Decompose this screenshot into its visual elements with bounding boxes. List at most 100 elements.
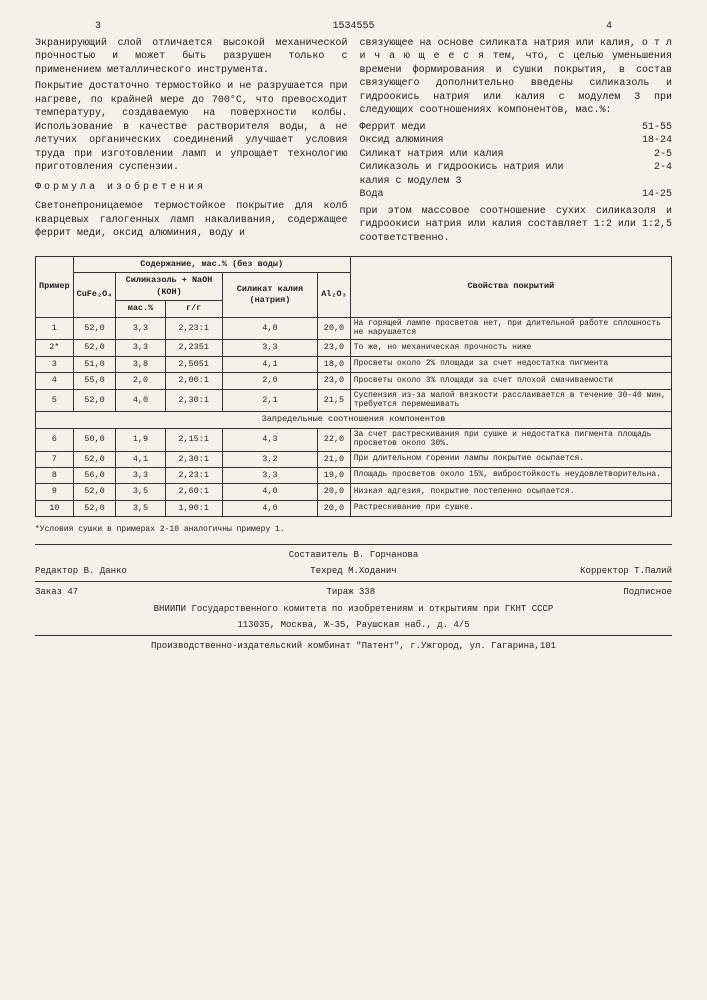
cell-desc: Растрескивание при сушке. <box>350 500 671 516</box>
cell-c1: 52,0 <box>73 484 116 500</box>
cell-c5: 20,0 <box>318 317 351 340</box>
table-row: 5 52,0 4,0 2,30:1 2,1 21,5 Суспензия из-… <box>36 389 672 412</box>
para-3: Светонепроницаемое термостойкое покрытие… <box>35 200 348 241</box>
component-row: Силикат натрия или калия2-5 <box>360 148 673 162</box>
cell-c5: 20,0 <box>318 484 351 500</box>
cell-c3: 1,90:1 <box>165 500 222 516</box>
cell-c3: 2,00:1 <box>165 373 222 389</box>
cell-desc: За счет растрескивания при сушке и недос… <box>350 428 671 451</box>
para-1: Экранирующий слой отличается высокой мех… <box>35 37 348 78</box>
cell-c4: 2,1 <box>222 389 318 412</box>
address-1: 113035, Москва, Ж-35, Раушская наб., д. … <box>35 619 672 631</box>
cell-c3: 2,5051 <box>165 356 222 372</box>
para-r2: при этом массовое соотношение сухих сили… <box>360 205 673 246</box>
comp-name: Оксид алюминия <box>360 134 444 148</box>
cell-desc: Площадь просветов около 15%, вибростойко… <box>350 468 671 484</box>
cell-c2: 3,5 <box>116 500 165 516</box>
table-row: 7 52,0 4,1 2,30:1 3,2 21,0 При длительно… <box>36 451 672 467</box>
cell-c3: 2,23:1 <box>165 317 222 340</box>
cell-n: 2* <box>36 340 74 356</box>
comp-name: Феррит меди <box>360 121 426 135</box>
cell-c1: 52,0 <box>73 500 116 516</box>
th-cufe: CuFe₂O₄ <box>73 273 116 317</box>
cell-c2: 4,0 <box>116 389 165 412</box>
th-al: Al₂O₃ <box>318 273 351 317</box>
page-numbers: 3 1534555 4 <box>35 20 672 34</box>
th-example: Пример <box>36 257 74 318</box>
table-row: 8 56,0 3,3 2,23:1 3,3 19,0 Площадь просв… <box>36 468 672 484</box>
cell-c2: 3,3 <box>116 317 165 340</box>
cell-c2: 3,5 <box>116 484 165 500</box>
cell-c1: 52,0 <box>73 317 116 340</box>
editor: Редактор В. Данко <box>35 565 127 577</box>
order: Заказ 47 <box>35 586 78 598</box>
cell-c1: 52,0 <box>73 340 116 356</box>
cell-c2: 3,3 <box>116 468 165 484</box>
circulation: Тираж 338 <box>327 586 376 598</box>
cell-c4: 4,0 <box>222 484 318 500</box>
component-row: Силиказоль и гидроокись натрия или калия… <box>360 161 673 188</box>
cell-n: 7 <box>36 451 74 467</box>
cell-c4: 3,3 <box>222 468 318 484</box>
component-row: Вода 14-25 <box>360 188 673 202</box>
comp-val: 2-4 <box>654 161 672 188</box>
para-r1: связующее на основе силиката натрия или … <box>360 37 673 118</box>
cell-n: 4 <box>36 373 74 389</box>
comp-val: 14-25 <box>642 188 672 202</box>
left-column: Экранирующий слой отличается высокой мех… <box>35 34 348 249</box>
corrector: Корректор Т.Палий <box>580 565 672 577</box>
comp-val: 18-24 <box>642 134 672 148</box>
patent-number: 1534555 <box>332 20 374 34</box>
page-left: 3 <box>95 20 101 34</box>
th-mas: мас.% <box>116 301 165 317</box>
comp-val: 2-5 <box>654 148 672 162</box>
cell-c3: 2,30:1 <box>165 389 222 412</box>
table-row: 2* 52,0 3,3 2,2351 3,3 23,0 То же, но ме… <box>36 340 672 356</box>
cell-n: 6 <box>36 428 74 451</box>
org: ВНИИПИ Государственного комитета по изоб… <box>35 603 672 615</box>
components-list: Феррит меди51-55Оксид алюминия18-24Силик… <box>360 121 673 202</box>
comp-name: Вода <box>360 188 384 202</box>
cell-desc: Просветы около 2% площади за счет недост… <box>350 356 671 372</box>
table-footnote: *Условия сушки в примерах 2-10 аналогичн… <box>35 525 672 536</box>
cell-c5: 18,0 <box>318 356 351 372</box>
cell-c3: 2,15:1 <box>165 428 222 451</box>
cell-c1: 52,0 <box>73 451 116 467</box>
cell-desc: Низкая адгезия, покрытие постепенно осып… <box>350 484 671 500</box>
compiler: Составитель В. Горчанова <box>35 549 672 561</box>
table-row: 3 51,0 3,8 2,5051 4,1 18,0 Просветы окол… <box>36 356 672 372</box>
th-sili: Силиказоль + NaOH (KOH) <box>116 273 222 301</box>
credits-block: Составитель В. Горчанова Редактор В. Дан… <box>35 549 672 652</box>
cell-c2: 3,8 <box>116 356 165 372</box>
cell-n: 1 <box>36 317 74 340</box>
divider <box>35 635 672 636</box>
th-silk: Силикат калия (натрия) <box>222 273 318 317</box>
cell-c1: 55,0 <box>73 373 116 389</box>
table-row: 1 52,0 3,3 2,23:1 4,0 20,0 На горящей ла… <box>36 317 672 340</box>
divider <box>35 581 672 582</box>
comp-name: Силиказоль и гидроокись натрия или калия… <box>360 161 579 188</box>
cell-c2: 4,1 <box>116 451 165 467</box>
cell-c1: 50,0 <box>73 428 116 451</box>
cell-c1: 51,0 <box>73 356 116 372</box>
cell-c2: 1,9 <box>116 428 165 451</box>
cell-c4: 3,3 <box>222 340 318 356</box>
cell-n: 8 <box>36 468 74 484</box>
cell-c3: 2,60:1 <box>165 484 222 500</box>
section-title: Запредельные соотношения компонентов <box>36 412 672 428</box>
table-row: 6 50,0 1,9 2,15:1 4,3 22,0 За счет растр… <box>36 428 672 451</box>
component-row: Феррит меди51-55 <box>360 121 673 135</box>
data-table: Пример Содержание, мас.% (без воды) Свой… <box>35 256 672 517</box>
cell-c4: 4,0 <box>222 500 318 516</box>
th-gg: г/г <box>165 301 222 317</box>
cell-c4: 4,0 <box>222 317 318 340</box>
cell-desc: Суспензия из-за малой вязкости расслаива… <box>350 389 671 412</box>
tech: Техред М.Ходанич <box>310 565 396 577</box>
cell-c4: 3,2 <box>222 451 318 467</box>
page-right: 4 <box>606 20 612 34</box>
cell-c1: 52,0 <box>73 389 116 412</box>
cell-c5: 20,0 <box>318 500 351 516</box>
table-row: 10 52,0 3,5 1,90:1 4,0 20,0 Растрескиван… <box>36 500 672 516</box>
cell-c3: 2,2351 <box>165 340 222 356</box>
cell-c3: 2,23:1 <box>165 468 222 484</box>
